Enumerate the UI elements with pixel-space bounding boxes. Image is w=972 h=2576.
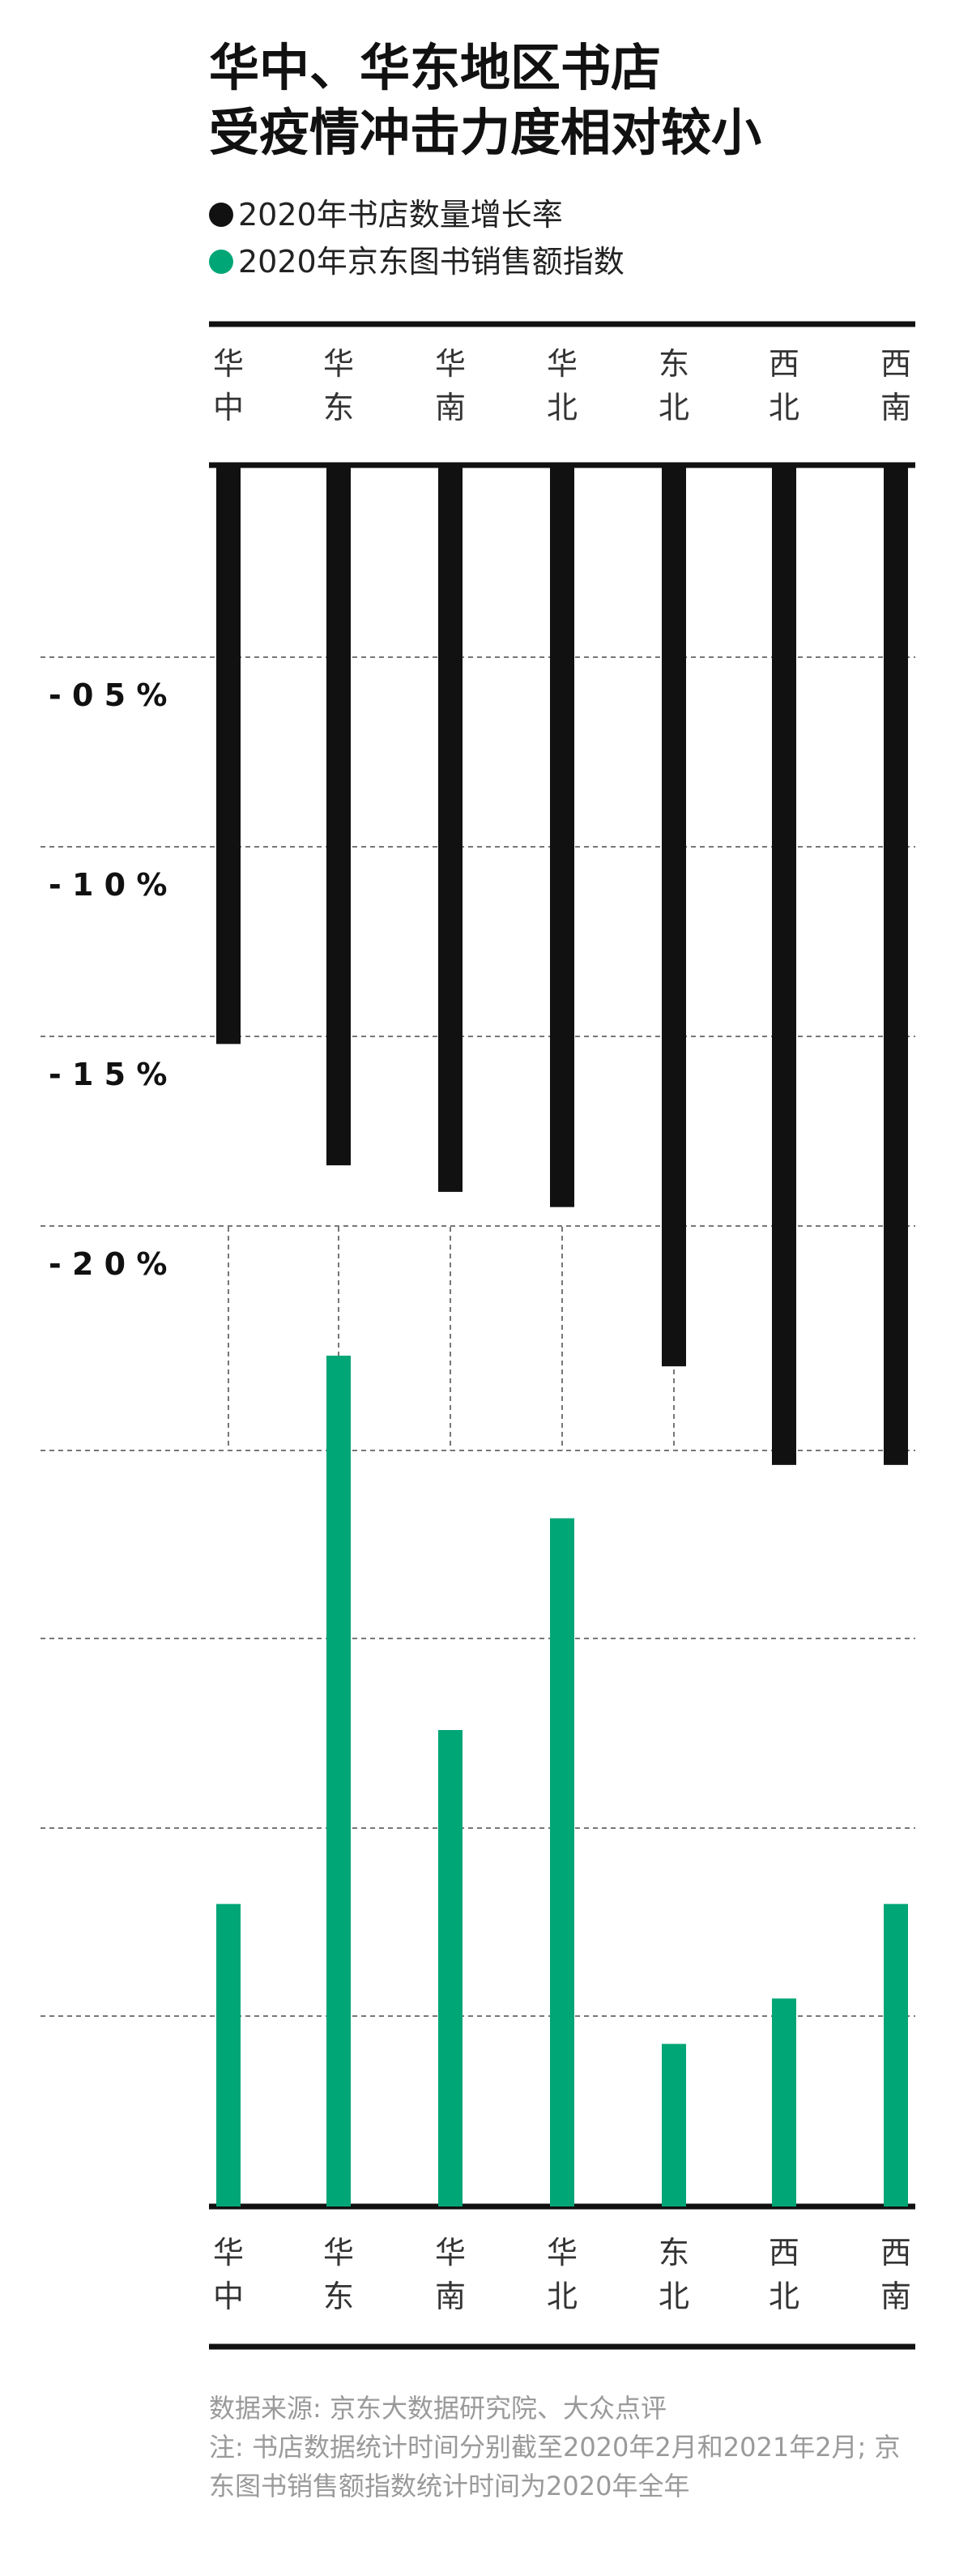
category-label-top: 华 xyxy=(213,346,244,382)
category-label-bottom: 北 xyxy=(769,2279,799,2314)
category-label-bottom: 东 xyxy=(323,2279,354,2314)
bar-store-growth-4 xyxy=(550,468,574,1207)
category-label-bottom: 北 xyxy=(547,2279,578,2314)
legend: 2020年书店数量增长率 2020年京东图书销售额指数 xyxy=(209,191,625,285)
note-text: 注: 书店数据统计时间分别截至2020年2月和2021年2月; 京东图书销售额指… xyxy=(209,2432,901,2501)
category-label-top: 南 xyxy=(435,390,466,425)
legend-label-store-growth: 2020年书店数量增长率 xyxy=(238,197,563,233)
y-tick-label: - 2 0 % xyxy=(49,1246,167,1282)
y-tick-label: - 1 5 % xyxy=(49,1057,167,1092)
footnote: 数据来源: 京东大数据研究院、大众点评 注: 书店数据统计时间分别截至2020年… xyxy=(209,2389,922,2506)
category-label-bottom: 西 xyxy=(769,2235,799,2271)
legend-swatch-green xyxy=(209,250,233,274)
bar-store-growth-5 xyxy=(662,468,686,1367)
bar-sales-index-4 xyxy=(550,1518,574,2206)
category-label-top: 华 xyxy=(323,346,354,382)
title-line-1: 华中、华东地区书店 xyxy=(209,38,662,97)
category-label-bottom: 华 xyxy=(547,2235,578,2271)
category-label-bottom: 中 xyxy=(213,2279,244,2314)
bar-sales-index-5 xyxy=(662,2044,686,2206)
bar-store-growth-6 xyxy=(772,468,796,1465)
category-label-bottom: 南 xyxy=(435,2279,466,2314)
bar-store-growth-3 xyxy=(438,468,463,1192)
category-label-top: 西 xyxy=(769,346,799,382)
legend-item-sales-index: 2020年京东图书销售额指数 xyxy=(209,238,625,285)
category-label-bottom: 华 xyxy=(213,2235,244,2271)
bar-sales-index-6 xyxy=(772,1998,796,2206)
category-label-top: 中 xyxy=(213,390,244,425)
bar-store-growth-7 xyxy=(884,468,908,1465)
bar-store-growth-1 xyxy=(216,468,241,1044)
bar-sales-index-3 xyxy=(438,1730,463,2206)
category-label-top: 华 xyxy=(435,346,466,382)
bar-sales-index-7 xyxy=(884,1903,908,2206)
category-label-top: 南 xyxy=(880,390,911,425)
category-label-bottom: 华 xyxy=(435,2235,466,2271)
category-label-bottom: 西 xyxy=(880,2235,911,2271)
category-label-top: 东 xyxy=(323,390,354,425)
legend-label-sales-index: 2020年京东图书销售额指数 xyxy=(238,244,625,280)
category-label-bottom: 北 xyxy=(659,2279,689,2314)
category-label-bottom: 华 xyxy=(323,2235,354,2271)
category-label-top: 华 xyxy=(547,346,578,382)
legend-swatch-black xyxy=(209,203,233,227)
category-label-top: 东 xyxy=(659,346,689,382)
y-tick-label: - 0 5 % xyxy=(49,677,167,713)
source-text: 数据来源: 京东大数据研究院、大众点评 xyxy=(209,2393,667,2424)
category-label-top: 西 xyxy=(880,346,911,382)
category-label-top: 北 xyxy=(659,390,689,425)
title-line-2: 受疫情冲击力度相对较小 xyxy=(209,103,762,162)
bar-sales-index-1 xyxy=(216,1903,241,2206)
y-tick-label: - 1 0 % xyxy=(49,867,167,903)
chart-title: 华中、华东地区书店 受疫情冲击力度相对较小 xyxy=(209,36,761,165)
bar-chart: - 0 5 %- 1 0 %- 1 5 %- 2 0 %华中华中华东华东华南华南… xyxy=(40,321,915,2350)
category-label-top: 北 xyxy=(769,390,799,425)
legend-item-store-growth: 2020年书店数量增长率 xyxy=(209,191,625,238)
bar-store-growth-2 xyxy=(326,468,351,1166)
category-label-bottom: 东 xyxy=(659,2235,689,2271)
category-label-bottom: 南 xyxy=(880,2279,911,2314)
category-label-top: 北 xyxy=(547,390,578,425)
bar-sales-index-2 xyxy=(326,1356,351,2206)
